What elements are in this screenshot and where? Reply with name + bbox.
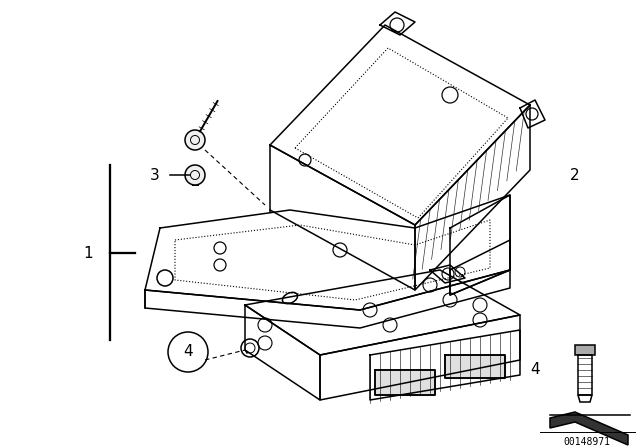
Polygon shape	[375, 370, 435, 395]
Circle shape	[185, 130, 205, 150]
Polygon shape	[578, 395, 592, 402]
Polygon shape	[575, 345, 595, 355]
Text: 4: 4	[530, 362, 540, 378]
Polygon shape	[550, 412, 628, 445]
Circle shape	[185, 165, 205, 185]
Text: 3: 3	[150, 168, 160, 182]
Text: 2: 2	[570, 168, 580, 182]
Text: 00148971: 00148971	[563, 437, 611, 447]
Text: 4: 4	[183, 345, 193, 359]
Text: 1: 1	[83, 246, 93, 260]
Polygon shape	[445, 355, 505, 378]
